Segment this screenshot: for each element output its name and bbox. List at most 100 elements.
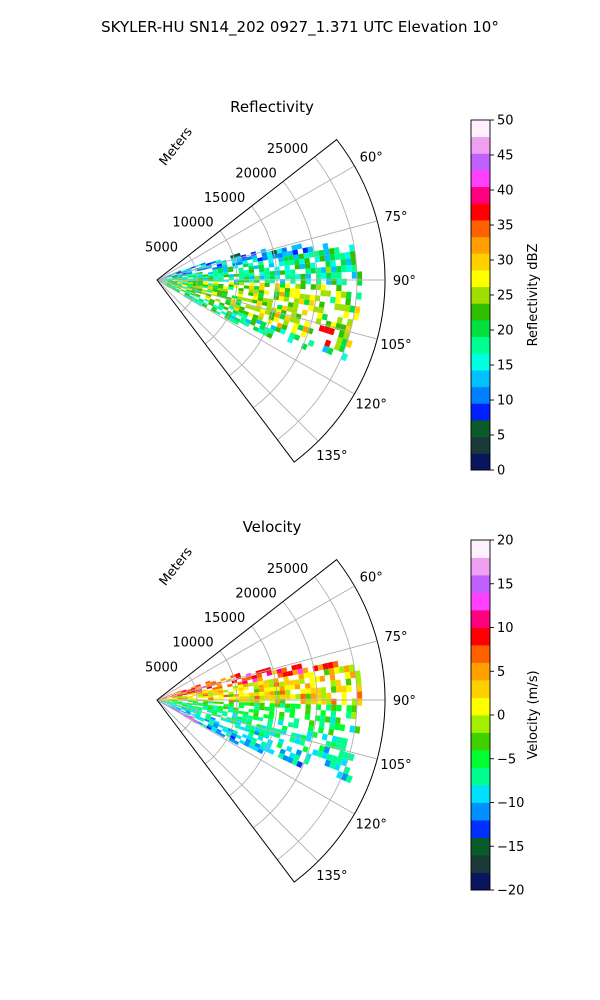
echo-cell (292, 302, 299, 309)
echo-cell (329, 674, 336, 681)
echo-cell (279, 287, 285, 293)
echo-cell (228, 694, 234, 697)
echo-cell (244, 727, 250, 733)
echo-cell (305, 704, 311, 710)
echo-cell (228, 286, 234, 290)
echo-cell (328, 667, 335, 675)
reflectivity-polar-grid (156, 156, 385, 442)
echo-cell (167, 282, 173, 284)
echo-cell (176, 286, 182, 289)
echo-cell (186, 268, 192, 272)
echo-cell (161, 696, 167, 699)
echo-cell (177, 702, 183, 705)
echo-cell (278, 257, 284, 263)
echo-cell (320, 267, 327, 274)
echo-cell (263, 290, 270, 295)
echo-cell (278, 738, 285, 745)
echo-cell (345, 258, 352, 266)
echo-cell (172, 277, 178, 279)
echo-cell (238, 290, 244, 295)
echo-cell (299, 293, 306, 300)
echo-cell (245, 318, 252, 324)
echo-cell (207, 706, 213, 710)
echo-cell (204, 717, 211, 721)
echo-cell (254, 742, 261, 749)
echo-cell (182, 282, 188, 284)
echo-cell (212, 271, 219, 274)
echo-cell (172, 695, 178, 698)
colorbar-label: Velocity (m/s) (526, 670, 541, 759)
echo-cell (257, 677, 263, 682)
echo-cell (202, 707, 208, 711)
figure-title: SKYLER-HU SN14_202 0927_1.371 UTC Elevat… (101, 18, 499, 37)
echo-cell (248, 269, 255, 273)
echo-cell (182, 698, 188, 700)
echo-cell (224, 315, 230, 321)
echo-cell (267, 298, 274, 304)
echo-cell (227, 683, 233, 688)
echo-cell (327, 728, 335, 736)
echo-cell (197, 696, 204, 699)
echo-cell (181, 692, 188, 695)
echo-cell (218, 274, 224, 278)
echo-cell (300, 273, 306, 279)
echo-cell (328, 327, 335, 336)
echo-cell (210, 260, 217, 265)
echo-cell (243, 285, 250, 289)
echo-cell (211, 306, 218, 311)
echo-cell (212, 287, 218, 291)
angular-grid-line (156, 699, 319, 862)
echo-cell (279, 270, 286, 275)
echo-cell (295, 749, 303, 756)
echo-cell (247, 715, 254, 720)
echo-cell (341, 692, 347, 699)
echo-cell (279, 328, 286, 335)
colorbar-tick-label: 40 (497, 184, 514, 199)
echo-cell (259, 728, 266, 734)
echo-cell (239, 306, 246, 311)
echo-cell (228, 284, 234, 288)
echo-cell (339, 724, 346, 732)
echo-cell (161, 702, 167, 705)
angular-grid-line (156, 279, 319, 442)
radial-tick-label: 20000 (235, 167, 276, 182)
echo-cell (305, 273, 311, 279)
echo-cell (259, 282, 265, 287)
echo-cell (356, 271, 363, 279)
colorbar-swatch (471, 592, 490, 611)
echo-cell (235, 301, 242, 307)
echo-cell (246, 256, 253, 261)
echo-cell (253, 712, 259, 717)
echo-cell (231, 259, 238, 264)
echo-cell (181, 707, 187, 711)
echo-cell (246, 718, 253, 723)
colorbar-tick-label: 25 (497, 289, 514, 304)
echo-cell (207, 708, 213, 712)
echo-cell (254, 702, 260, 707)
echo-cell (294, 738, 301, 745)
echo-cell (172, 697, 178, 699)
echo-cell (256, 300, 263, 305)
echo-cell (276, 304, 283, 310)
echo-cell (326, 692, 332, 699)
echo-cell (162, 700, 168, 702)
colorbar-tick-label: 45 (497, 149, 514, 164)
echo-cell (248, 292, 254, 297)
echo-cell (241, 717, 248, 722)
echo-cell (161, 282, 167, 285)
echo-cell (266, 722, 273, 728)
echo-cell (239, 726, 246, 731)
colorbar-swatch (471, 403, 490, 421)
echo-cell (310, 262, 316, 269)
echo-cell (172, 282, 178, 284)
echo-cell (176, 690, 182, 693)
echo-cell (186, 688, 192, 692)
echo-cell (172, 700, 178, 702)
echo-cell (171, 285, 177, 288)
echo-cell (167, 280, 173, 282)
echo-cell (213, 722, 220, 727)
echo-cell (176, 692, 182, 695)
colorbar-tick-label: 30 (497, 254, 514, 269)
echo-cell (345, 774, 353, 784)
echo-cell (292, 249, 299, 256)
